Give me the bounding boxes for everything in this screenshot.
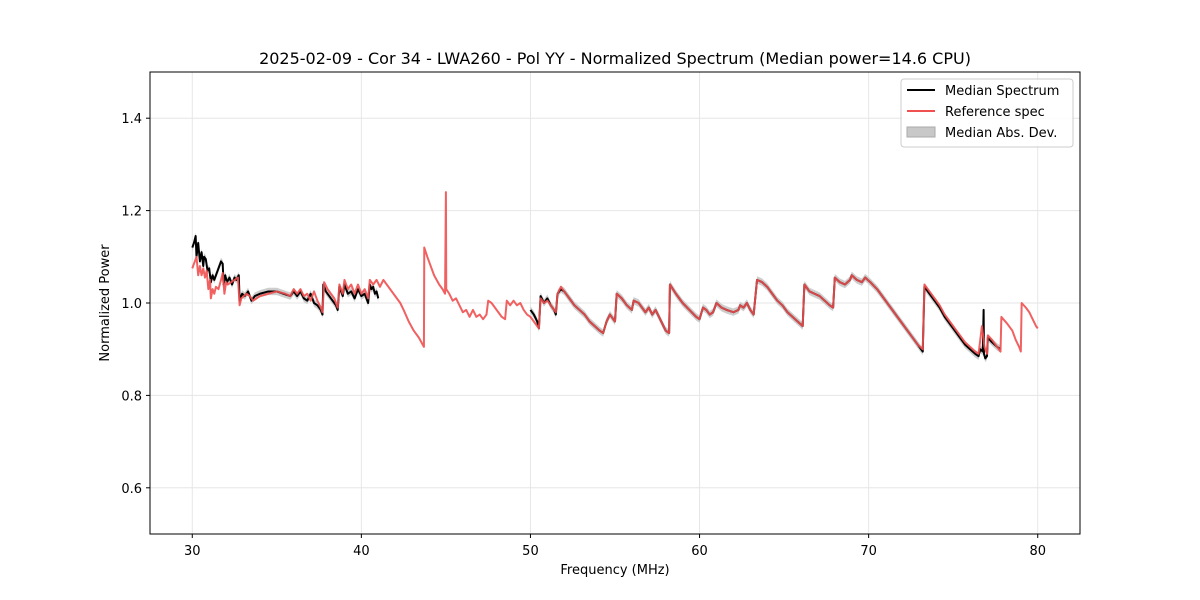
legend-label: Reference spec (945, 105, 1045, 120)
median-spectrum-line (191, 235, 380, 316)
legend-label: Median Spectrum (945, 84, 1059, 99)
y-tick-label: 0.6 (121, 482, 142, 497)
y-axis-label: Normalized Power (98, 244, 113, 362)
legend: Median Spectrum Reference spec Median Abs.… (900, 78, 1074, 148)
mad-band (192, 232, 379, 319)
y-axis: 0.6 0.8 1.0 1.2 1.4 (121, 112, 150, 497)
y-tick-label: 1.4 (121, 112, 142, 127)
y-tick-label: 1.2 (121, 205, 142, 220)
legend-swatch (906, 126, 936, 138)
legend-label: Median Abs. Dev. (945, 126, 1057, 141)
x-axis-label: Frequency (MHz) (560, 563, 669, 578)
x-axis: 30 40 50 60 70 80 (184, 534, 1046, 559)
x-tick-label: 80 (1029, 544, 1046, 559)
x-tick-label: 30 (184, 544, 201, 559)
y-tick-label: 1.0 (121, 297, 142, 312)
x-tick-label: 60 (691, 544, 708, 559)
reference-spectrum-line (191, 191, 1039, 355)
chart-title: 2025-02-09 - Cor 34 - LWA260 - Pol YY - … (259, 49, 971, 68)
x-tick-label: 70 (860, 544, 877, 559)
x-tick-label: 40 (353, 544, 370, 559)
legend-box (900, 78, 1074, 148)
y-tick-label: 0.8 (121, 389, 142, 404)
x-tick-label: 50 (522, 544, 539, 559)
plot-area (191, 191, 1039, 363)
mad-band (530, 271, 1001, 363)
